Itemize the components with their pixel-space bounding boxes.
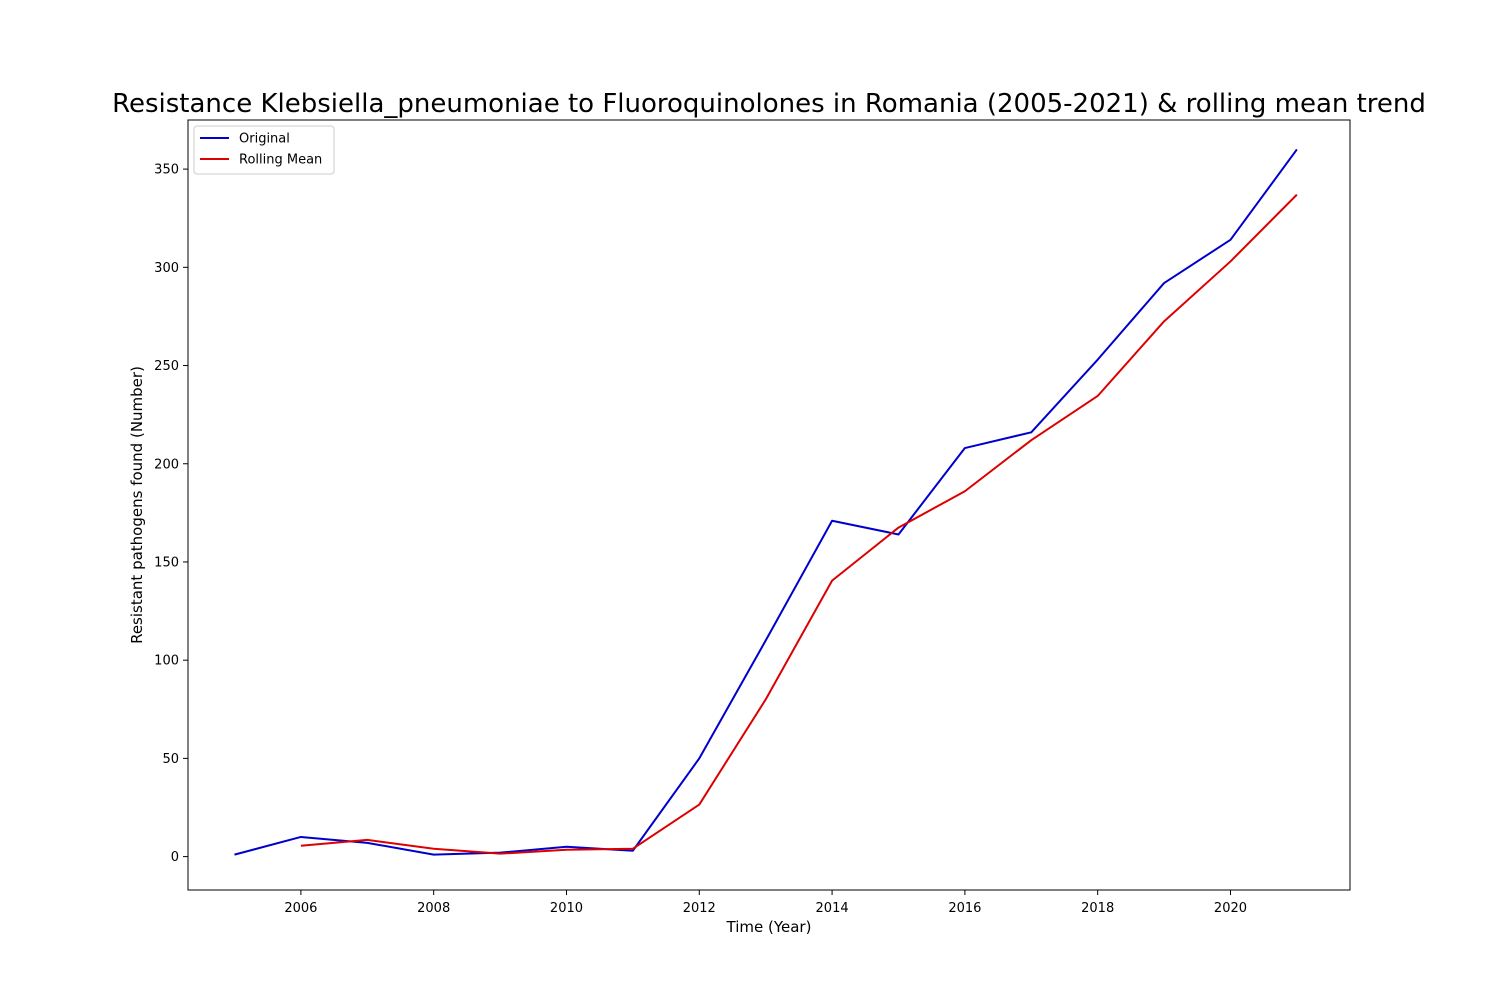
- x-axis: 2006 2008 2010 2012 2014 2016 2018 2020: [284, 890, 1247, 916]
- plot-area-frame: [187, 119, 1351, 891]
- y-tick-label: 350: [154, 163, 179, 178]
- y-tick-label: 250: [154, 359, 179, 374]
- x-tick-label: 2018: [1081, 901, 1114, 916]
- y-axis: 0 50 100 150 200 250 300 350: [154, 163, 188, 865]
- y-tick-label: 150: [154, 555, 179, 570]
- x-tick-label: 2014: [816, 901, 849, 916]
- legend-label-rolling-mean: Rolling Mean: [239, 153, 322, 168]
- x-tick-label: 2012: [683, 901, 716, 916]
- x-tick-label: 2010: [550, 901, 583, 916]
- chart-title: Resistance Klebsiella_pneumoniae to Fluo…: [112, 89, 1426, 119]
- y-tick-label: 200: [154, 457, 179, 472]
- series-line-rolling-mean: [300, 193, 1298, 855]
- series-layer: [234, 148, 1298, 856]
- x-tick-label: 2006: [284, 901, 317, 916]
- legend: Original Rolling Mean: [193, 125, 335, 175]
- x-tick-label: 2008: [417, 901, 450, 916]
- legend-label-original: Original: [239, 132, 290, 147]
- y-tick-label: 300: [154, 261, 179, 276]
- x-tick-label: 2016: [948, 901, 981, 916]
- y-tick-label: 100: [154, 654, 179, 669]
- y-tick-label: 0: [171, 850, 179, 865]
- y-tick-label: 50: [162, 752, 179, 767]
- x-tick-label: 2020: [1214, 901, 1247, 916]
- x-axis-label: Time (Year): [726, 918, 812, 936]
- series-line-original: [234, 148, 1298, 856]
- y-axis-label: Resistant pathogens found (Number): [128, 366, 146, 644]
